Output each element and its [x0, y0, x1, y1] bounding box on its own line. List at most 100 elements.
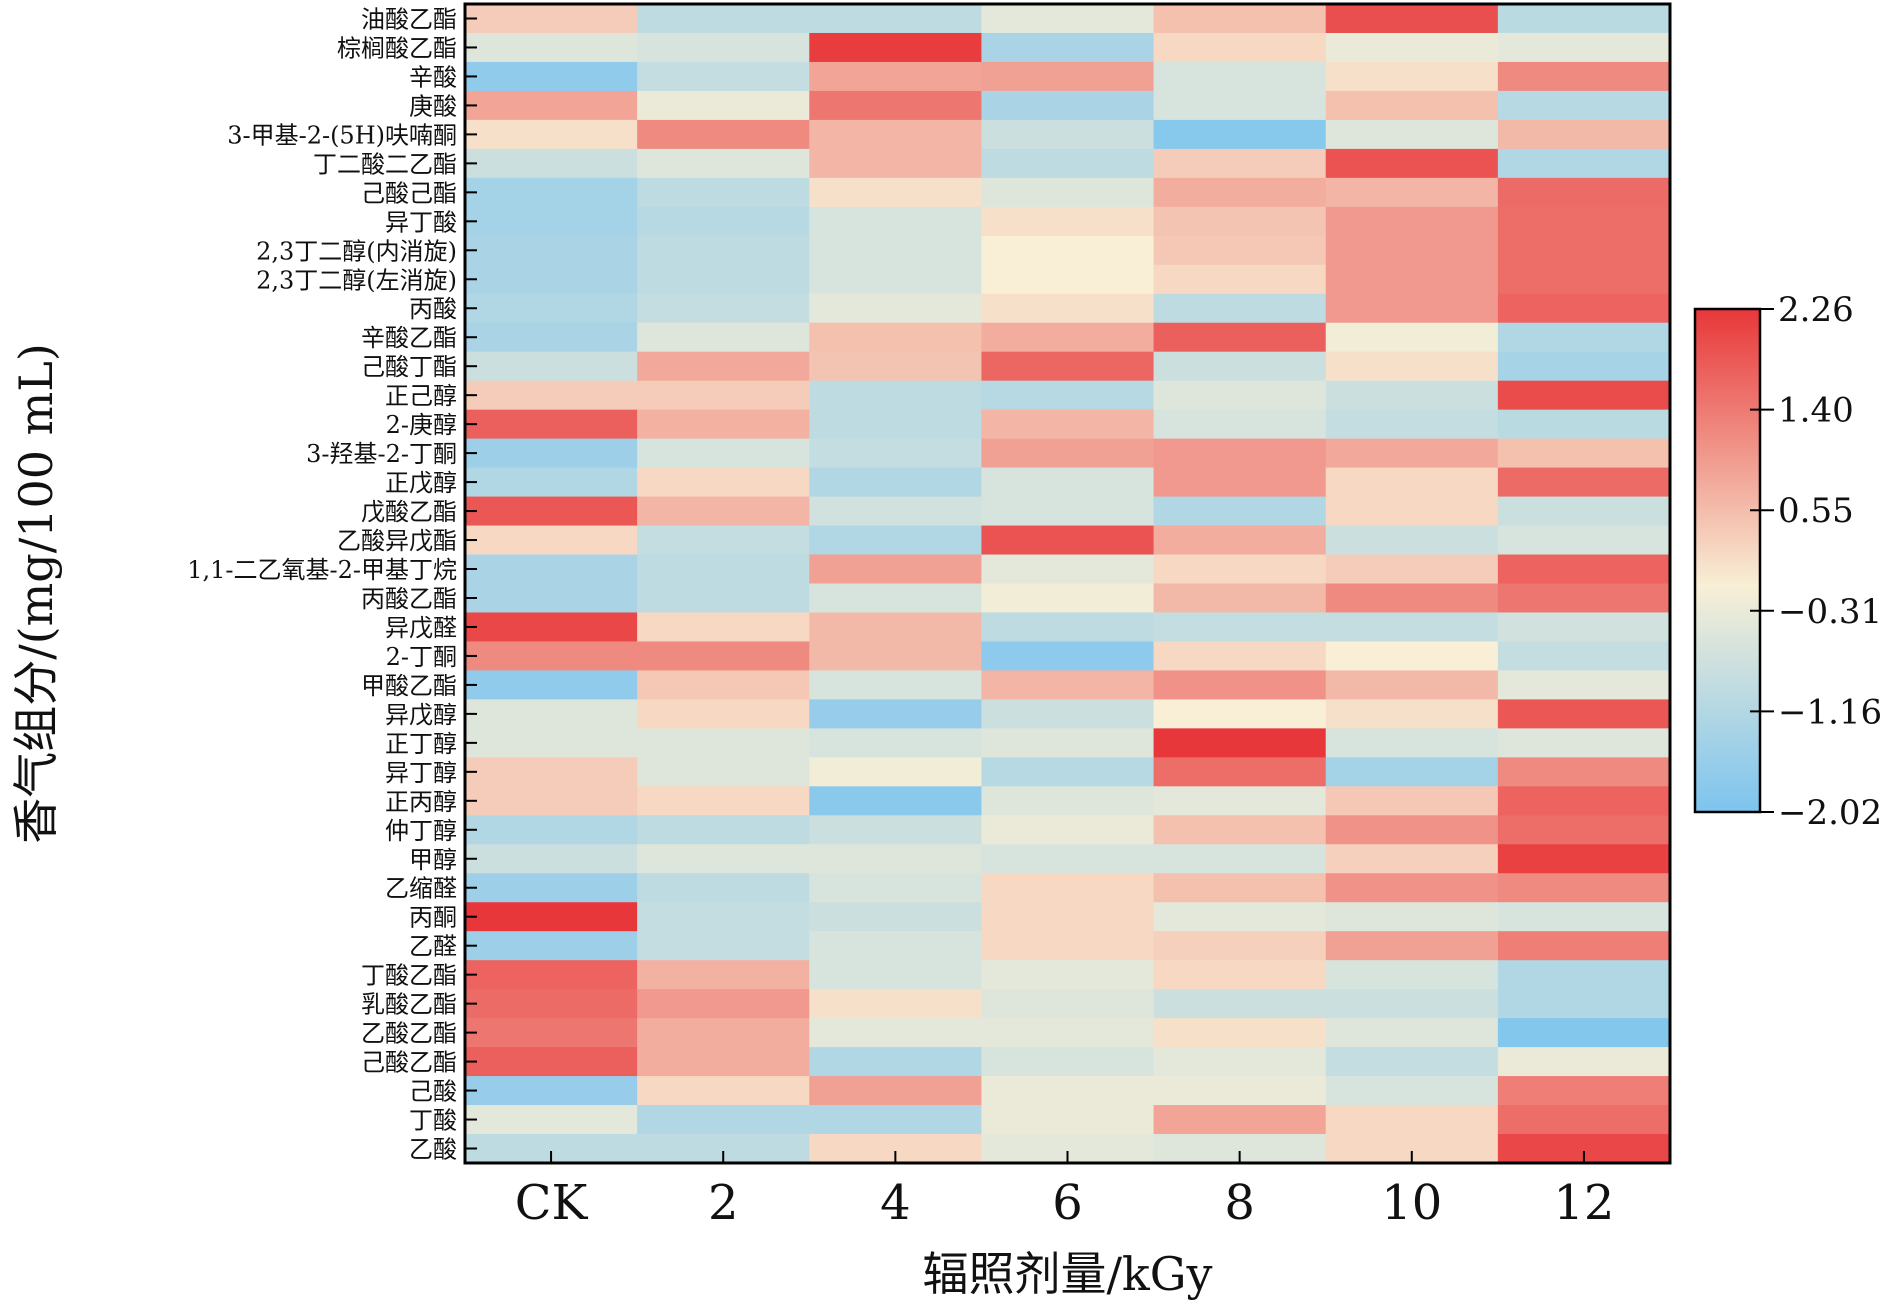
y-tick-label: 己酸丁酯 [361, 353, 457, 381]
heatmap-cell [809, 61, 983, 92]
heatmap-cell [981, 1105, 1155, 1135]
heatmap-cell [981, 4, 1155, 34]
heatmap-cell [1325, 728, 1499, 758]
heatmap-cell [1153, 148, 1327, 179]
heatmap-cell [637, 1076, 810, 1106]
heatmap-cell [981, 786, 1155, 816]
y-axis: 油酸乙酯棕榈酸乙酯辛酸庚酸3-甲基-2-(5H)呋喃酮丁二酸二乙酯己酸己酯异丁酸… [187, 5, 477, 1164]
heatmap-cell [981, 728, 1155, 758]
heatmap-cell [809, 583, 983, 614]
heatmap-cell [981, 612, 1155, 643]
heatmap-cell [1325, 989, 1499, 1019]
heatmap-cell [1153, 960, 1327, 990]
heatmap-cell [637, 1105, 810, 1135]
heatmap-cell [1325, 1105, 1499, 1135]
heatmap-cell [465, 206, 638, 237]
heatmap-cell [1325, 148, 1499, 179]
heatmap-cell [1325, 670, 1499, 700]
heatmap-cell [1153, 786, 1327, 816]
heatmap-cell [1497, 264, 1671, 295]
heatmap-cell [465, 409, 638, 440]
heatmap-cell [637, 438, 810, 469]
heatmap-cell [465, 786, 638, 816]
heatmap-cell [1325, 902, 1499, 932]
heatmap-cell [1497, 728, 1671, 758]
y-tick-label: 己酸 [409, 1078, 457, 1106]
heatmap-cell [1325, 612, 1499, 643]
heatmap-cell [809, 612, 983, 643]
heatmap-cell [1497, 786, 1671, 816]
heatmap-cell [1153, 902, 1327, 932]
y-tick-label: 己酸乙酯 [361, 1049, 457, 1077]
heatmap-cell [981, 1018, 1155, 1048]
heatmap-cell [981, 264, 1155, 295]
heatmap-cell [981, 554, 1155, 585]
heatmap-cell [981, 1047, 1155, 1077]
heatmap-cell [981, 32, 1155, 63]
heatmap-cell [465, 583, 638, 614]
y-tick-label: 3-甲基-2-(5H)呋喃酮 [227, 121, 457, 149]
heatmap-cell [1497, 409, 1671, 440]
heatmap-cell [1497, 960, 1671, 990]
heatmap-cell [809, 641, 983, 672]
heatmap-cell [981, 525, 1155, 556]
heatmap-cell [1497, 496, 1671, 527]
heatmap-cell [1325, 815, 1499, 845]
heatmap-cell [465, 873, 638, 903]
heatmap-cell [465, 960, 638, 990]
heatmap-cell [465, 902, 638, 932]
y-tick-label: 棕榈酸乙酯 [337, 34, 457, 62]
heatmap-cell [1325, 177, 1499, 208]
heatmap-cell [1497, 61, 1671, 92]
heatmap-cell [1153, 873, 1327, 903]
heatmap-cell [809, 728, 983, 758]
heatmap-cell [1325, 554, 1499, 585]
y-tick-label: 乙酸乙酯 [361, 1020, 457, 1048]
heatmap-cell [637, 206, 810, 237]
y-tick-label: 正丁醇 [385, 730, 457, 758]
heatmap-cell [1325, 467, 1499, 498]
heatmap-cell [1153, 583, 1327, 614]
heatmap-cell [981, 1076, 1155, 1106]
colorbar-tick-label: −2.02 [1778, 793, 1882, 833]
heatmap-cell [637, 496, 810, 527]
heatmap-cell [1497, 989, 1671, 1019]
heatmap-cell [1497, 90, 1671, 121]
y-tick-label: 2-庚醇 [386, 411, 457, 439]
x-axis: CK 2 4 6 8 10 12 [515, 1151, 1614, 1231]
heatmap-cell [1153, 554, 1327, 585]
heatmap-cell [1325, 844, 1499, 874]
y-tick-label: 乙醛 [409, 933, 457, 961]
heatmap-cell [981, 873, 1155, 903]
colorbar-tick-label: 2.26 [1778, 290, 1854, 330]
heatmap-cell [1153, 496, 1327, 527]
heatmap-cell [981, 641, 1155, 672]
heatmap-cell [465, 467, 638, 498]
heatmap-cell [809, 525, 983, 556]
heatmap-cell [637, 1047, 810, 1077]
colorbar-tick-label: −0.31 [1778, 592, 1882, 632]
heatmap-cell [1325, 235, 1499, 266]
heatmap-cell [465, 438, 638, 469]
y-tick-label: 乙酸异戊酯 [337, 527, 457, 555]
heatmap-cell [1325, 4, 1499, 34]
heatmap-cell [1153, 467, 1327, 498]
heatmap-cell [981, 177, 1155, 208]
heatmap-cell [809, 989, 983, 1019]
heatmap-cell [637, 322, 810, 353]
y-tick-label: 乙缩醛 [385, 875, 457, 903]
heatmap-cell [809, 409, 983, 440]
heatmap-cell [981, 757, 1155, 787]
heatmap-cell [1153, 989, 1327, 1019]
heatmap-cell [465, 119, 638, 150]
heatmap-cell [1153, 1105, 1327, 1135]
y-tick-label: 1,1-二乙氧基-2-甲基丁烷 [187, 556, 457, 584]
heatmap-cell [1497, 699, 1671, 729]
heatmap-cell [1497, 844, 1671, 874]
heatmap-cell [1153, 670, 1327, 700]
y-axis-title: 香气组分/(mg/100 mL) [9, 343, 63, 844]
heatmap-cell [1497, 612, 1671, 643]
y-tick-label: 丙酮 [409, 904, 457, 932]
heatmap-cell [637, 728, 810, 758]
heatmap-cell [465, 4, 638, 34]
